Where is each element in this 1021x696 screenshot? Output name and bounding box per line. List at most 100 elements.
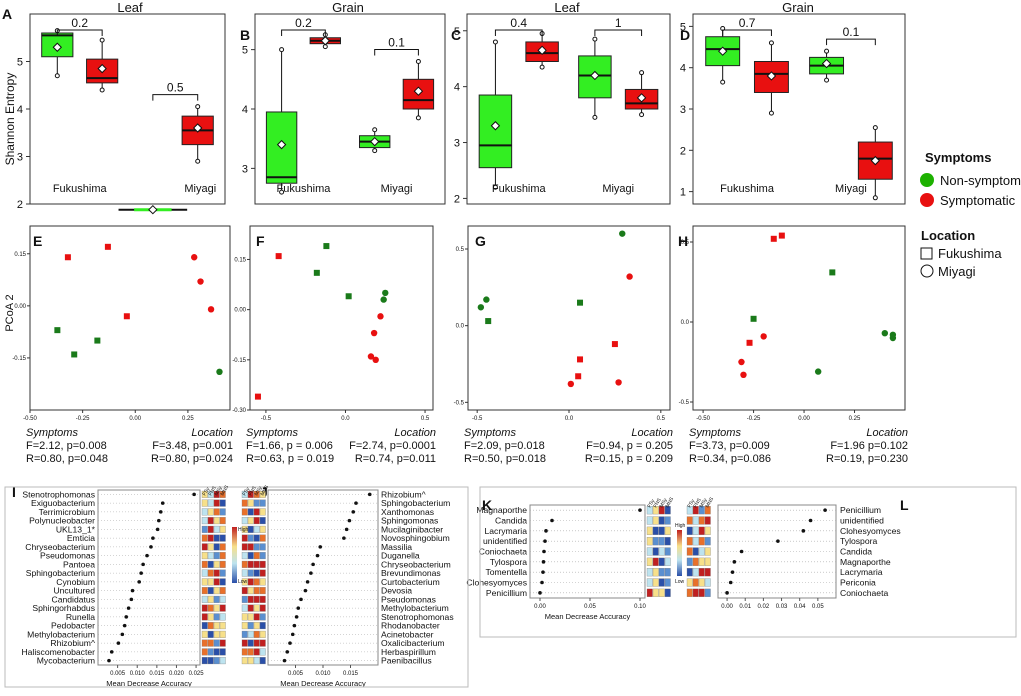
y-tick-label: 4 <box>454 82 460 94</box>
heatmap-cell <box>247 499 254 507</box>
dotplot-j: Rhizobium^SphingobacteriumXanthomonasSph… <box>241 489 454 688</box>
heatmap-cell <box>253 648 260 656</box>
heatmap-cell <box>219 595 226 603</box>
category-label: Lacrymaria <box>840 567 883 577</box>
x-tick-label: 0.5 <box>421 416 430 422</box>
point-miyagi <box>372 356 379 364</box>
box-min-point <box>824 77 830 83</box>
data-point <box>309 571 313 575</box>
heatmap-cell <box>207 490 214 498</box>
heatmap-cell <box>207 648 214 656</box>
box-min-point <box>372 148 378 154</box>
data-point <box>550 518 554 523</box>
category-label: Sphingomonas <box>381 516 438 526</box>
heatmap-cell <box>692 578 699 587</box>
heatmap-cell <box>686 578 693 587</box>
data-point <box>538 591 542 595</box>
heatmap-cell <box>201 543 208 551</box>
heatmap-high-label-i: High <box>238 527 249 533</box>
box-mean-marker <box>717 46 728 56</box>
heatmap-cell <box>201 578 208 586</box>
heatmap-cell <box>259 552 266 560</box>
heatmap-cell <box>213 648 220 656</box>
category-label: Uncultured <box>53 586 95 596</box>
heatmap-cell <box>241 499 248 507</box>
heatmap-cell <box>646 547 653 556</box>
heatmap-cell <box>213 639 220 647</box>
heatmap-cell <box>201 569 208 577</box>
point-miyagi <box>216 368 223 376</box>
category-label: unidentified <box>840 516 884 526</box>
point-miyagi <box>367 353 375 360</box>
heatmap-cell <box>213 613 220 621</box>
heatmap-cell <box>652 578 659 587</box>
point-fukushima <box>123 313 130 320</box>
data-point <box>124 615 129 619</box>
stats-location-f: F=2.74, p=0.0001 <box>349 440 436 452</box>
heatmap-cell <box>692 526 699 535</box>
box-min-point <box>54 73 60 79</box>
box-max-point <box>415 59 421 64</box>
box-fukushima-non-symptomatic <box>705 25 741 85</box>
hm-l-col-1: FSy <box>687 498 697 509</box>
panel-letter-c: C <box>451 27 461 43</box>
category-label: Candidatus <box>52 594 95 604</box>
significance-label: 0.2 <box>71 16 88 30</box>
hm-j-col-3: MSy <box>254 485 264 497</box>
heatmap-cell <box>658 506 665 515</box>
category-label: Tylospora <box>490 557 527 567</box>
point-fukushima <box>94 337 101 344</box>
heatmap-cell <box>219 569 226 577</box>
hm-j-col-4: MNS <box>260 484 271 497</box>
heatmap-cell <box>201 517 208 525</box>
hm-k-col-1: FSy <box>647 498 657 509</box>
heatmap-cell <box>241 604 248 612</box>
data-point <box>725 591 729 595</box>
heatmap-cell <box>247 517 254 525</box>
heatmap-cell <box>207 622 214 630</box>
box-mean-marker <box>636 93 647 103</box>
hm-i-col-2: FNS <box>208 485 219 497</box>
category-label: Emticia <box>67 533 95 543</box>
heatmap-cell <box>259 648 266 656</box>
heatmap-cell <box>247 552 254 560</box>
box-min-point <box>415 115 421 121</box>
heatmap-cell <box>201 587 208 595</box>
heatmap-cell <box>207 508 214 516</box>
stats-location-f: F=1.96 p=0.102 <box>830 440 908 452</box>
category-label: Acinetobacter <box>381 629 434 639</box>
significance-label: 0.2 <box>295 16 312 30</box>
x-axis-label: Mean Decrease Accuracy <box>106 679 192 688</box>
heatmap-cell <box>241 552 248 560</box>
heatmap-cell <box>646 568 653 577</box>
box-max-point <box>768 40 774 46</box>
x-tick-label: 0.02 <box>758 604 770 610</box>
stats-symptoms-title: Symptoms <box>26 427 78 439</box>
category-label: Novosphingobium <box>381 533 450 543</box>
category-label: Penicillium <box>486 588 527 598</box>
point-miyagi <box>740 371 747 378</box>
heatmap-cell <box>253 595 260 603</box>
y-axis-label: Shannon Entropy <box>3 73 17 166</box>
heatmap-cell <box>704 516 711 525</box>
stats-location-r: R=0.74, p=0.011 <box>355 453 436 465</box>
plot-frame <box>97 489 201 666</box>
scatter-f: -0.5 0.0 0.5 -0.30 -0.15 0.00 0.15 SymptomsF=1.… <box>232 225 436 465</box>
heatmap-cell <box>652 547 659 556</box>
data-point <box>290 632 295 637</box>
y-tick-label: 5 <box>680 21 686 33</box>
point-miyagi <box>477 304 485 311</box>
box-body <box>478 94 513 169</box>
heatmap-cell <box>646 557 653 566</box>
y-tick-label: 5 <box>454 26 460 38</box>
heatmap-cell <box>207 525 214 533</box>
heatmap-cell <box>219 517 226 525</box>
data-point <box>292 623 297 628</box>
box-miyagi-symptomatic <box>857 125 893 201</box>
heatmap-cell <box>259 534 266 542</box>
data-point <box>347 518 352 523</box>
stats-location-r: R=0.80, p=0.024 <box>151 453 233 465</box>
data-point <box>315 553 320 558</box>
stats-symptoms-title: Symptoms <box>464 427 516 439</box>
heatmap-cell <box>253 508 260 516</box>
